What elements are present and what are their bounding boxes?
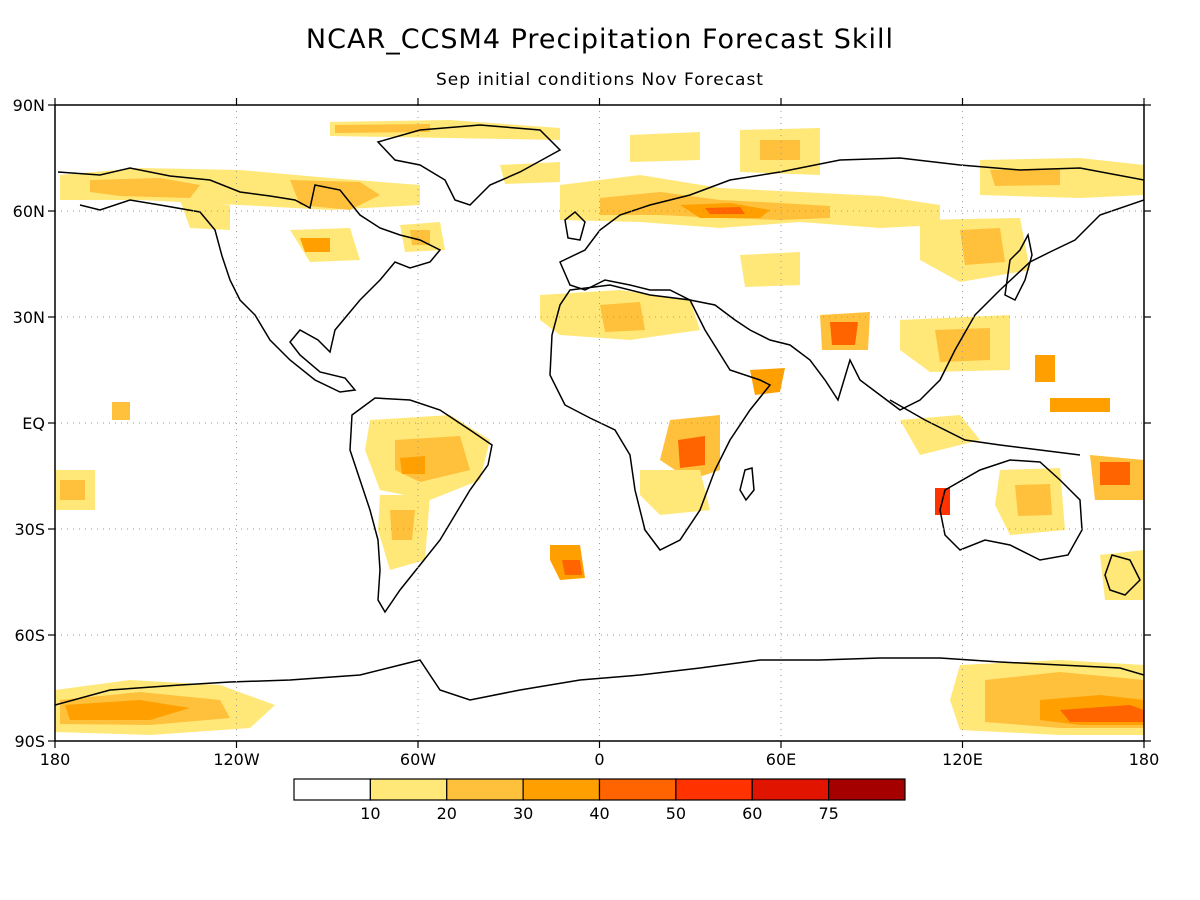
graticule: [55, 105, 1144, 741]
colorbar-swatch: [293, 778, 371, 801]
skill-patch-asia: [740, 218, 1110, 455]
coastline-japan: [1004, 232, 1033, 302]
colorbar-swatch: [598, 778, 677, 801]
skill-patch-eurasia-north: [500, 128, 1144, 228]
colorbar-swatch: [751, 778, 830, 801]
coastline-southeast-asia-islands: [889, 399, 1081, 456]
lat-label: 60S: [14, 626, 45, 645]
latitude-labels: 90N 60N 30N EQ 30S 60S 90S: [13, 96, 45, 751]
coastline-eurasia: [559, 157, 1144, 411]
colorbar-swatch: [446, 778, 524, 801]
colorbar-label: 50: [666, 804, 686, 823]
longitude-labels: 180 120W 60W 0 60E 120E 180: [40, 750, 1160, 769]
skill-patch-arctic-canada: [60, 120, 560, 262]
colorbar-label: 30: [513, 804, 533, 823]
colorbar-label: 40: [589, 804, 609, 823]
colorbar-label: 60: [742, 804, 762, 823]
skill-shading-layer: [55, 120, 1144, 735]
coastline-greenland: [376, 124, 562, 206]
colorbar-swatch: [522, 778, 601, 801]
lat-label: 90S: [14, 732, 45, 751]
skill-patch-antarctica: [55, 660, 1144, 735]
coastline-australia: [939, 459, 1083, 561]
colorbar-label: 10: [360, 804, 380, 823]
colorbar-label: 75: [818, 804, 838, 823]
coastline-north-america: [57, 167, 442, 393]
colorbar: 10 20 30 40 50 60 75: [293, 778, 906, 823]
lat-label: 60N: [13, 202, 45, 221]
lat-label: 30S: [14, 520, 45, 539]
map-title: NCAR_CCSM4 Precipitation Forecast Skill: [305, 24, 895, 55]
lat-label: 30N: [13, 308, 45, 327]
skill-patch-africa-europe: [540, 290, 785, 580]
colorbar-swatch: [369, 778, 448, 801]
skill-patch-south-america: [365, 415, 490, 570]
coastline-africa: [549, 284, 772, 551]
lat-label: EQ: [22, 414, 45, 433]
skill-patch-australia-pacific: [55, 402, 1144, 600]
colorbar-swatch: [675, 778, 753, 801]
lon-label: 120W: [213, 750, 260, 769]
coastlines-layer: [55, 124, 1144, 706]
coastline-new-zealand: [1104, 554, 1141, 596]
colorbar-swatch: [828, 778, 906, 801]
lon-label: 60W: [400, 750, 436, 769]
lon-label: 120E: [942, 750, 983, 769]
coastline-antarctica: [55, 657, 1144, 706]
lon-label: 180: [1129, 750, 1160, 769]
colorbar-label: 20: [437, 804, 457, 823]
lat-label: 90N: [13, 96, 45, 115]
lon-label: 180: [40, 750, 71, 769]
coastline-south-america: [349, 397, 493, 614]
lon-label: 60E: [766, 750, 796, 769]
lon-label: 0: [594, 750, 604, 769]
coastline-madagascar: [739, 467, 755, 502]
coastline-british-isles: [564, 210, 586, 241]
axis-ticks: [48, 98, 1151, 748]
map-subtitle: Sep initial conditions Nov Forecast: [436, 70, 764, 90]
